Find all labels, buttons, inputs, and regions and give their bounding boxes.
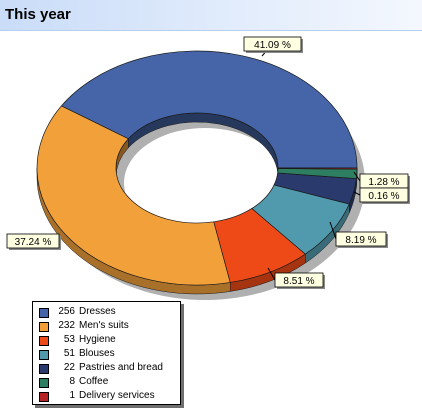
data-label-6: 0.16 % (353, 187, 410, 204)
data-labels: 41.09 % 37.24 % 8.51 % 8.19 % 1.28 % 0.16 % (6, 36, 410, 289)
legend-value: 8 (69, 376, 75, 387)
legend-swatch (39, 350, 49, 360)
slice-dresses (60, 50, 358, 169)
data-label-text: 1.28 % (368, 177, 399, 188)
legend-item: 51 Blouses (37, 347, 177, 361)
legend-swatch (39, 364, 49, 374)
legend-item: 1 Delivery services (37, 389, 177, 403)
legend-item: 22 Pastries and bread (37, 361, 177, 375)
legend-swatch (39, 336, 49, 346)
legend-label: Pastries and bread (79, 362, 163, 373)
slice-men-s-suits (36, 105, 231, 286)
legend-label: Dresses (79, 306, 116, 317)
data-label-text: 37.24 % (15, 237, 52, 248)
data-label-text: 0.16 % (368, 191, 399, 202)
data-label-5: 1.28 % (353, 171, 410, 190)
chart-legend: 256 Dresses 232 Men's suits 53 Hygiene 51 Blous… (32, 301, 181, 405)
chart-header: This year (0, 0, 422, 31)
legend-label: Blouses (79, 348, 115, 359)
legend-label: Men's suits (79, 320, 129, 331)
legend-swatch (39, 392, 49, 402)
legend-item: 232 Men's suits (37, 319, 177, 333)
slices (36, 50, 358, 286)
legend-value: 1 (69, 390, 75, 401)
chart-title: This year (5, 6, 71, 23)
legend-swatch (39, 378, 49, 388)
data-label-text: 8.51 % (283, 276, 314, 287)
legend-value: 53 (63, 334, 75, 345)
data-label-0: 41.09 % (243, 36, 303, 57)
data-label-3: 8.19 % (329, 221, 388, 248)
legend-item: 53 Hygiene (37, 333, 177, 347)
data-label-2: 8.51 % (267, 267, 325, 289)
slice-delivery-services (277, 167, 358, 170)
legend-value: 232 (58, 320, 75, 331)
legend-swatch (39, 322, 49, 332)
legend-swatch (39, 308, 49, 318)
legend-label: Coffee (79, 376, 109, 387)
legend-value: 22 (63, 362, 75, 373)
data-label-1: 37.24 % (6, 233, 61, 250)
data-label-text: 41.09 % (254, 40, 291, 51)
legend-item: 8 Coffee (37, 375, 177, 389)
data-label-text: 8.19 % (345, 235, 376, 246)
legend-label: Hygiene (79, 334, 116, 345)
legend-label: Delivery services (79, 390, 155, 401)
legend-item: 256 Dresses (37, 305, 177, 319)
legend-value: 51 (63, 348, 75, 359)
legend-value: 256 (58, 306, 75, 317)
